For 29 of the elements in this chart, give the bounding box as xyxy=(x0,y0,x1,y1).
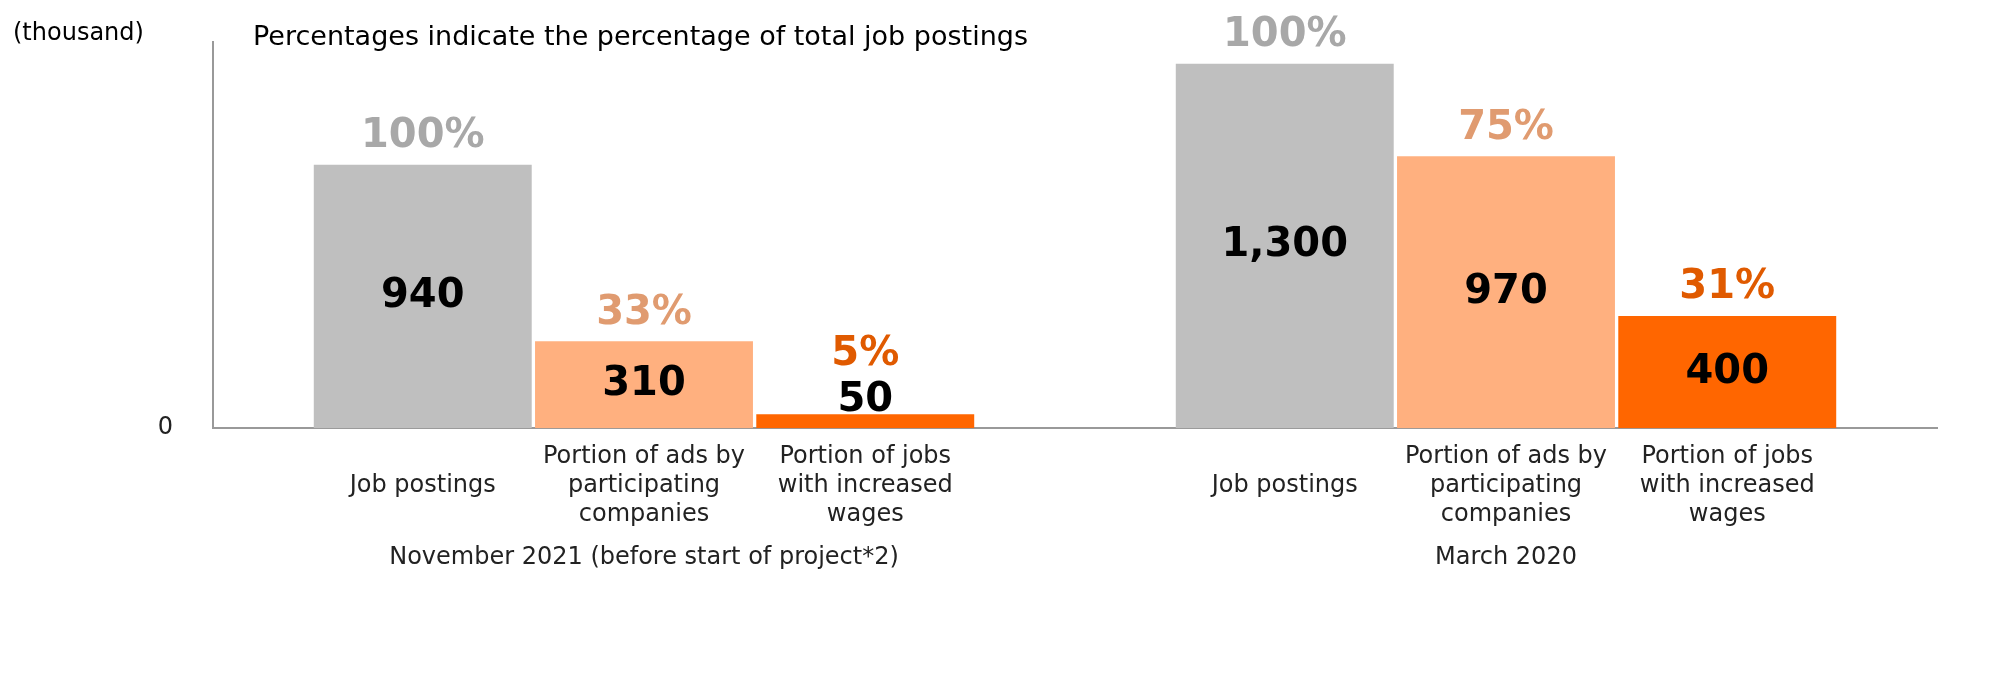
text: Portion of ads by participating companies xyxy=(1404,441,1608,528)
bar xyxy=(1175,63,1394,429)
annotation: 75% xyxy=(1458,101,1554,148)
text: 100% xyxy=(1222,9,1347,56)
bar xyxy=(535,341,753,429)
annotation: 100% xyxy=(360,110,485,157)
data-label: 50 xyxy=(837,373,894,420)
chart-title: Percentages indicate the percentage of total job postings xyxy=(253,19,1028,51)
annotation: 31% xyxy=(1679,261,1776,308)
text: 0 xyxy=(157,412,173,441)
text: Portion of jobs with increased wages xyxy=(1639,441,1815,528)
x-tick-label: March 2020 xyxy=(1435,541,1577,570)
series-label: Portion of ads by participating companies xyxy=(542,441,746,528)
x-tick-label: November 2021 (before start of project*2) xyxy=(389,541,899,570)
data-label: 310 xyxy=(602,358,686,405)
annotation: 5% xyxy=(831,327,900,374)
text: Job postings xyxy=(1211,470,1358,499)
data-label: 940 xyxy=(381,269,465,316)
annotation: 33% xyxy=(596,286,692,333)
series-label: Portion of jobs with increased wages xyxy=(777,441,953,528)
data-label: 400 xyxy=(1685,345,1769,392)
data-label: 1,300 xyxy=(1221,219,1349,266)
bar xyxy=(756,414,975,429)
data-label: 970 xyxy=(1464,265,1548,312)
series-label: Job postings xyxy=(347,470,496,499)
bar xyxy=(313,164,532,429)
bar xyxy=(1618,316,1837,429)
y-axis-title: (thousand) xyxy=(13,18,144,47)
bar xyxy=(1397,156,1615,429)
